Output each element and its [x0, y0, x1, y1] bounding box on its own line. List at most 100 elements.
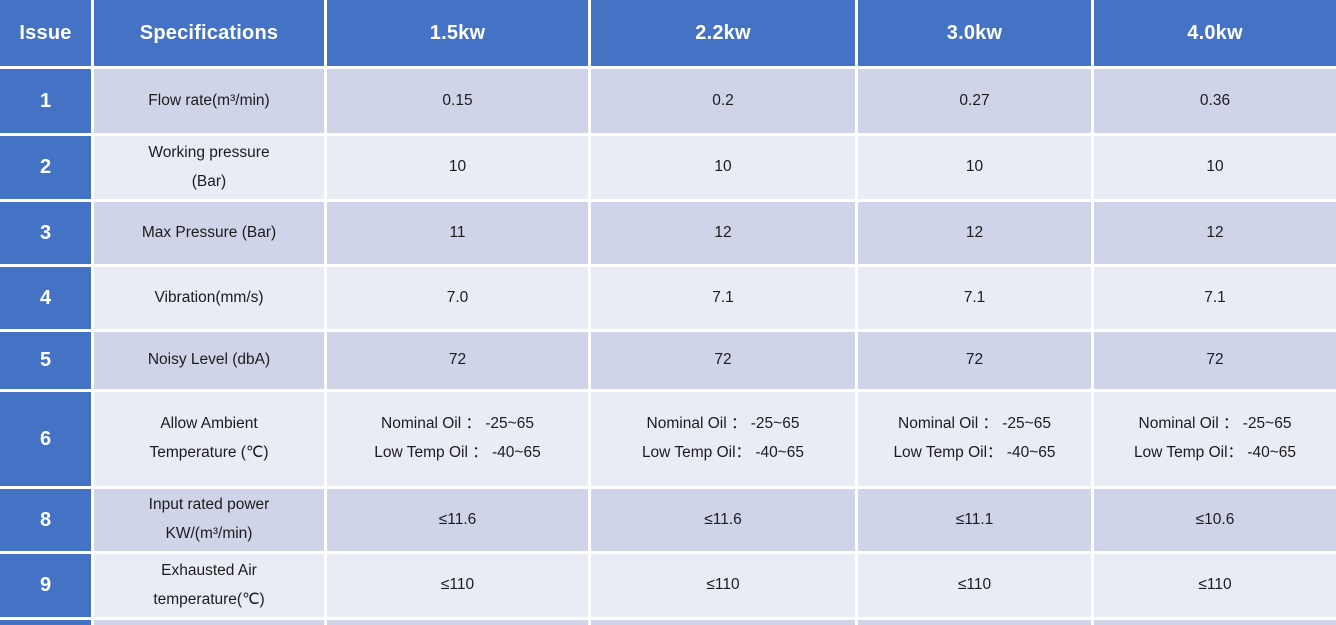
value-cell-row1-col1: 0.2	[591, 69, 855, 133]
value-cell-row8-col2-text: ≤11.1	[955, 510, 994, 528]
value-cell-row6-col2-text: Low Temp Oil： -40~65	[893, 444, 1056, 461]
value-cell-row4-col1-text: 7.1	[712, 288, 734, 306]
value-cell-row1-col2: 0.27	[858, 69, 1091, 133]
issue-cell-4-text: 4	[39, 286, 52, 309]
value-cell-row5-col0-text: 72	[448, 351, 467, 369]
value-cell-row9-col2: ≤110	[858, 554, 1091, 617]
spec-cell-row-8: Input rated power KW/(m³/min)	[94, 489, 324, 551]
value-cell-row9-col1-text: ≤110	[706, 576, 740, 594]
value-cell-row3-col2: 12	[858, 202, 1091, 264]
value-cell-row6-col1-text: Nominal Oil ： -25~65	[646, 415, 800, 433]
issue-cell-8-text: 8	[39, 508, 52, 531]
value-cell-row1-col1-text: 0.2	[712, 91, 734, 109]
value-cell-row5-col1-text: 72	[714, 351, 732, 369]
value-cell-row4-col1: 7.1	[591, 267, 855, 329]
value-cell-row5-col2-text: 72	[965, 351, 984, 369]
issue-cell-5: 5	[0, 332, 91, 389]
value-cell-row6-col0: Nominal Oil ： -25~65 Low Temp Oil ： -40~6…	[327, 392, 588, 486]
spec-cell-row-8-text: Input rated power	[148, 496, 270, 514]
value-cell-row8-col0-text: ≤11.6	[438, 510, 477, 528]
value-cell-row9-col1: ≤110	[591, 554, 855, 617]
issue-cell-9: 9	[0, 554, 91, 617]
issue-cell-9-text: 9	[39, 574, 52, 596]
value-cell-row1-col3: 0.36	[1094, 69, 1336, 133]
header-col-2-2kw: 2.2kw	[591, 0, 855, 66]
value-cell-row9-col3-text: ≤110	[1198, 576, 1232, 594]
value-cell-row5-col0: 72	[327, 332, 588, 389]
spec-cell-row-8-text: KW/(m³/min)	[165, 525, 253, 542]
spec-cell-row-6: Allow Ambient Temperature (℃)	[94, 392, 324, 486]
spec-cell-row-3-text: Max Pressure (Bar)	[141, 223, 277, 241]
value-cell-row2-col2: 10	[858, 136, 1091, 199]
value-cell-row3-col0-text: 11	[449, 223, 466, 241]
spec-cell-row-6-text: Allow Ambient	[160, 415, 258, 433]
issue-cell-3-text: 3	[39, 221, 52, 244]
value-cell-row8-col2: ≤11.1	[858, 489, 1091, 551]
value-cell-row2-col1-text: 10	[714, 158, 732, 176]
issue-cell-2-text: 2	[39, 156, 52, 178]
value-cell-row3-col1-text: 12	[714, 223, 732, 241]
spec-cell-row-6-text: Temperature (℃)	[149, 444, 269, 461]
issue-cell-8: 8	[0, 489, 91, 551]
issue-cell-1-text: 1	[39, 89, 52, 112]
spec-cell-row-4-text: Vibration(mm/s)	[154, 288, 264, 306]
spec-cell-row-5-text: Noisy Level (dbA)	[147, 351, 271, 369]
value-cell-row2-col0: 10	[327, 136, 588, 199]
value-cell-row6-col3: Nominal Oil ： -25~65 Low Temp Oil： -40~65	[1094, 392, 1336, 486]
spec-cell-row-5: Noisy Level (dbA)	[94, 332, 324, 389]
value-cell-row6-col1-text: Low Temp Oil： -40~65	[641, 444, 805, 461]
value-cell-row9-col3: ≤110	[1094, 554, 1336, 617]
value-cell-row5-col3: 72	[1094, 332, 1336, 389]
value-cell-row1-col0: 0.15	[327, 69, 588, 133]
value-cell-row3-col0: 11	[327, 202, 588, 264]
partial-row-value-cell-col1	[591, 620, 855, 625]
partial-row-value-cell-col2	[858, 620, 1091, 625]
value-cell-row6-col2-text: Nominal Oil ： -25~65	[898, 415, 1051, 433]
spec-cell-row-2: Working pressure (Bar)	[94, 136, 324, 199]
partial-row-value-cell-col3	[1094, 620, 1336, 625]
header-col-3-0kw: 3.0kw	[858, 0, 1091, 66]
value-cell-row6-col2: Nominal Oil ： -25~65 Low Temp Oil： -40~65	[858, 392, 1091, 486]
value-cell-row8-col3-text: ≤10.6	[1195, 510, 1235, 528]
value-cell-row2-col1: 10	[591, 136, 855, 199]
header-col-4-0kw: 4.0kw	[1094, 0, 1336, 66]
value-cell-row9-col0: ≤110	[327, 554, 588, 617]
value-cell-row6-col3-text: Nominal Oil ： -25~65	[1138, 415, 1292, 433]
spec-cell-row-9-text: Exhausted Air	[161, 561, 257, 579]
value-cell-row4-col2-text: 7.1	[963, 288, 986, 306]
value-cell-row4-col3: 7.1	[1094, 267, 1336, 329]
value-cell-row3-col3: 12	[1094, 202, 1336, 264]
value-cell-row4-col3-text: 7.1	[1204, 288, 1226, 306]
value-cell-row8-col1-text: ≤11.6	[704, 510, 742, 528]
value-cell-row2-col2-text: 10	[965, 158, 984, 176]
spec-cell-row-3: Max Pressure (Bar)	[94, 202, 324, 264]
issue-cell-5-text: 5	[39, 349, 52, 371]
value-cell-row9-col2-text: ≤110	[957, 576, 992, 594]
value-cell-row3-col1: 12	[591, 202, 855, 264]
value-cell-row5-col3-text: 72	[1206, 351, 1224, 369]
value-cell-row4-col2: 7.1	[858, 267, 1091, 329]
issue-cell-4: 4	[0, 267, 91, 329]
value-cell-row1-col3-text: 0.36	[1199, 91, 1231, 109]
spec-cell-row-1: Flow rate(m³/min)	[94, 69, 324, 133]
value-cell-row8-col1: ≤11.6	[591, 489, 855, 551]
spec-cell-row-9-text: temperature(℃)	[153, 590, 265, 608]
spec-cell-row-9: Exhausted Air temperature(℃)	[94, 554, 324, 617]
value-cell-row5-col2: 72	[858, 332, 1091, 389]
partial-row-value-cell-col0	[327, 620, 588, 625]
spec-cell-row-1-text: Flow rate(m³/min)	[148, 91, 270, 109]
value-cell-row8-col0: ≤11.6	[327, 489, 588, 551]
partial-row-spec-cell	[94, 620, 324, 625]
issue-cell-2: 2	[0, 136, 91, 199]
value-cell-row1-col0-text: 0.15	[442, 91, 473, 109]
header-specifications: Specifications	[94, 0, 324, 66]
value-cell-row6-col0-text: Low Temp Oil ： -40~65	[374, 444, 541, 461]
value-cell-row8-col3: ≤10.6	[1094, 489, 1336, 551]
value-cell-row6-col1: Nominal Oil ： -25~65 Low Temp Oil： -40~65	[591, 392, 855, 486]
header-issue: Issue	[0, 0, 91, 66]
value-cell-row3-col3-text: 12	[1206, 223, 1224, 241]
value-cell-row3-col2-text: 12	[965, 223, 984, 241]
partial-row-issue-cell	[0, 620, 91, 625]
